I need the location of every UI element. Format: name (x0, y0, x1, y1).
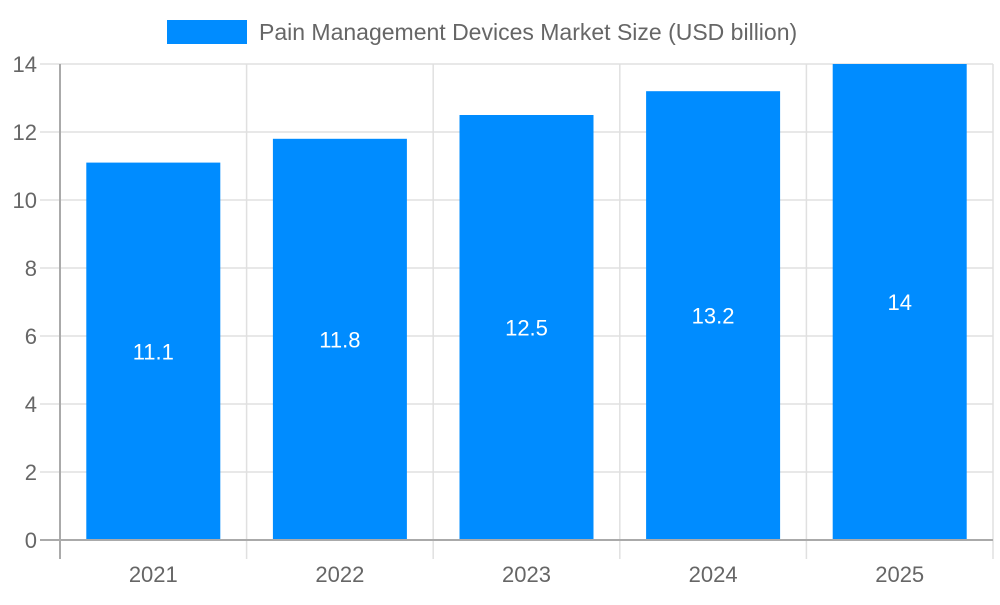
y-tick-label: 6 (25, 324, 37, 349)
labels: 0 2 4 6 8 10 12 14 11.1 2021 11.8 2022 12.5 2023 13.2 2… (13, 52, 925, 587)
bar-2024 (646, 91, 781, 540)
x-tick-label: 2023 (502, 562, 551, 587)
bar-2022 (272, 138, 407, 541)
y-tick-label: 2 (25, 460, 37, 485)
y-tick-label: 12 (13, 120, 37, 145)
legend[interactable]: Pain Management Devices Market Size (USD… (167, 19, 797, 45)
bars (86, 64, 967, 541)
x-tick-label: 2024 (689, 562, 738, 587)
y-tick-label: 14 (13, 52, 37, 77)
x-tick-label: 2025 (875, 562, 924, 587)
y-tick-label: 8 (25, 256, 37, 281)
y-tick-label: 4 (25, 392, 37, 417)
data-label: 11.8 (319, 327, 360, 352)
y-tick-label: 10 (13, 188, 37, 213)
axes (40, 64, 993, 559)
legend-swatch (167, 20, 247, 44)
x-tick-label: 2021 (129, 562, 178, 587)
legend-label: Pain Management Devices Market Size (USD… (259, 19, 797, 45)
y-tick-label: 0 (25, 528, 37, 553)
data-label: 14 (887, 290, 911, 315)
data-label: 12.5 (505, 316, 548, 341)
bar-2021 (86, 162, 221, 540)
bar-2025 (832, 64, 967, 540)
x-tick-label: 2022 (315, 562, 364, 587)
bar-2023 (459, 115, 594, 540)
data-label: 13.2 (692, 304, 735, 329)
data-label: 11.1 (133, 339, 174, 364)
